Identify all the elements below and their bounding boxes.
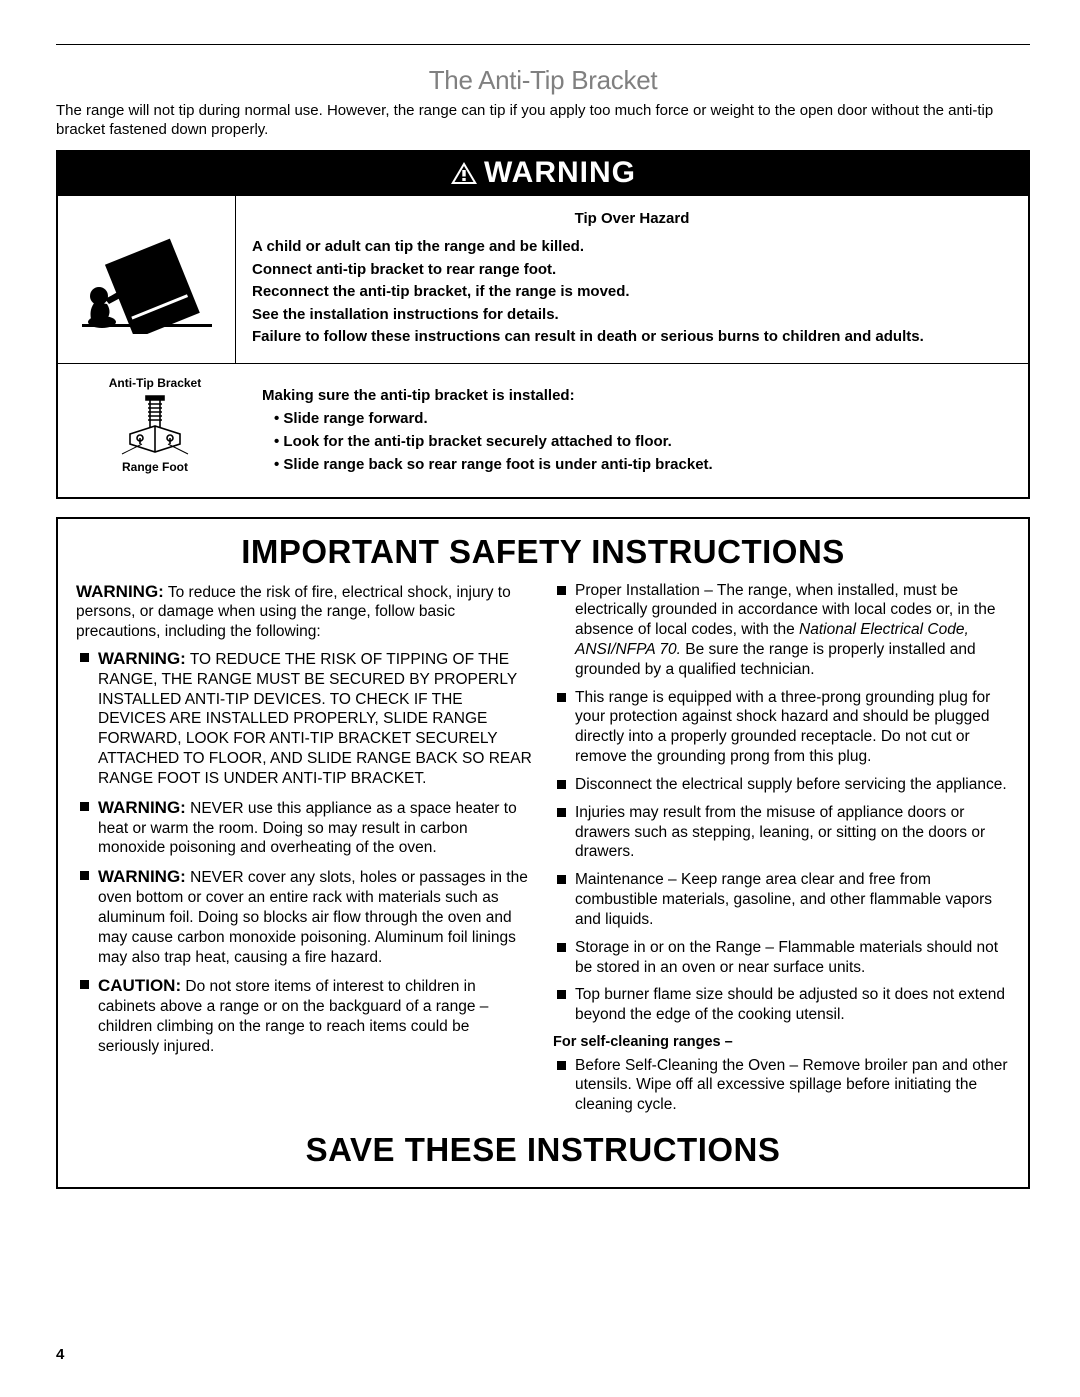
bracket-illustration-cell: Anti-Tip Bracket Range Foot <box>74 374 236 477</box>
warning-label: WARNING: <box>98 649 186 668</box>
hazard-line: See the installation instructions for de… <box>252 304 1012 327</box>
hazard-title: Tip Over Hazard <box>252 208 1012 231</box>
list-item: WARNING: NEVER cover any slots, holes or… <box>76 866 533 967</box>
upper-grid: Tip Over Hazard A child or adult can tip… <box>58 196 1028 364</box>
list-item: Storage in or on the Range – Flammable m… <box>553 938 1010 978</box>
install-step: Look for the anti-tip bracket securely a… <box>274 430 1012 453</box>
anti-tip-intro: The range will not tip during normal use… <box>56 102 1030 140</box>
bracket-label-top: Anti-Tip Bracket <box>74 376 236 390</box>
page-number: 4 <box>56 1346 64 1363</box>
safety-right-list: Proper Installation – The range, when in… <box>553 581 1010 1026</box>
list-item: WARNING: TO REDUCE THE RISK OF TIPPING O… <box>76 648 533 789</box>
hazard-line: Failure to follow these instructions can… <box>252 326 1012 349</box>
install-steps-cell: Making sure the anti-tip bracket is inst… <box>236 374 1012 477</box>
list-item: Before Self-Cleaning the Oven – Remove b… <box>553 1056 1010 1115</box>
list-item: Maintenance – Keep range area clear and … <box>553 870 1010 929</box>
hazard-line: Reconnect the anti-tip bracket, if the r… <box>252 281 1012 304</box>
list-item: Top burner flame size should be adjusted… <box>553 985 1010 1025</box>
anti-tip-bracket-icon <box>110 394 200 458</box>
list-item: Injuries may result from the misuse of a… <box>553 803 1010 862</box>
warning-label: WARNING: <box>98 867 186 886</box>
warning-label: WARNING: <box>98 798 186 817</box>
warning-banner-text: WARNING <box>484 156 636 189</box>
safety-col-right: Proper Installation – The range, when in… <box>553 581 1010 1124</box>
warning-label: WARNING: <box>76 582 164 601</box>
safety-intro: WARNING: To reduce the risk of fire, ele… <box>76 581 533 642</box>
safety-columns: WARNING: To reduce the risk of fire, ele… <box>76 581 1010 1124</box>
list-item: Disconnect the electrical supply before … <box>553 775 1010 795</box>
safety-title: IMPORTANT SAFETY INSTRUCTIONS <box>76 533 1010 571</box>
warning-banner: WARNING <box>58 152 1028 196</box>
caution-label: CAUTION: <box>98 976 181 995</box>
anti-tip-heading: The Anti-Tip Bracket <box>56 65 1030 96</box>
list-item: This range is equipped with a three-pron… <box>553 688 1010 767</box>
selfclean-label: For self-cleaning ranges – <box>553 1033 1010 1052</box>
selfclean-list: Before Self-Cleaning the Oven – Remove b… <box>553 1056 1010 1115</box>
bracket-label-bottom: Range Foot <box>74 460 236 474</box>
list-item: CAUTION: Do not store items of interest … <box>76 975 533 1056</box>
safety-col-left: WARNING: To reduce the risk of fire, ele… <box>76 581 533 1124</box>
tip-illustration-cell <box>58 196 236 364</box>
tipping-range-icon <box>77 224 217 334</box>
warning-triangle-icon <box>450 161 478 185</box>
install-step: Slide range back so rear range foot is u… <box>274 453 1012 476</box>
list-item: Proper Installation – The range, when in… <box>553 581 1010 680</box>
item-text: TO REDUCE THE RISK OF TIPPING OF THE RAN… <box>98 651 532 787</box>
lower-grid: Anti-Tip Bracket Range Foot Making sure … <box>58 364 1028 497</box>
safety-instructions-box: IMPORTANT SAFETY INSTRUCTIONS WARNING: T… <box>56 517 1030 1190</box>
install-intro: Making sure the anti-tip bracket is inst… <box>262 384 1012 407</box>
install-steps-list: Slide range forward. Look for the anti-t… <box>262 407 1012 477</box>
install-step: Slide range forward. <box>274 407 1012 430</box>
save-title: SAVE THESE INSTRUCTIONS <box>76 1131 1010 1169</box>
hazard-line: Connect anti-tip bracket to rear range f… <box>252 259 1012 282</box>
hazard-text-cell: Tip Over Hazard A child or adult can tip… <box>236 196 1028 364</box>
anti-tip-box: WARNING Tip Over Hazard A child or adult… <box>56 150 1030 499</box>
hazard-line: A child or adult can tip the range and b… <box>252 236 1012 259</box>
list-item: WARNING: NEVER use this appliance as a s… <box>76 797 533 858</box>
top-rule <box>56 44 1030 45</box>
safety-left-list: WARNING: TO REDUCE THE RISK OF TIPPING O… <box>76 648 533 1057</box>
